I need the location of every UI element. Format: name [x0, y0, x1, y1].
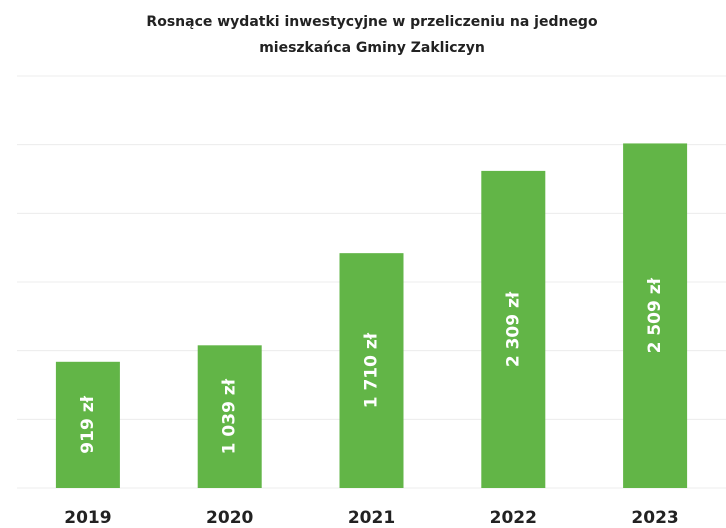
value-label: 2 309 zł: [503, 291, 523, 367]
value-label: 2 509 zł: [645, 277, 665, 353]
bar: [197, 345, 262, 488]
x-tick-label: 2021: [348, 508, 395, 528]
bar: [481, 170, 546, 488]
x-tick-label: 2019: [64, 508, 111, 528]
x-tick-label: 2023: [631, 508, 678, 528]
x-tick-label: 2022: [490, 508, 537, 528]
value-label: 1 710 zł: [362, 332, 382, 408]
chart-title: Rosnące wydatki inwestycyjne w przelicze…: [146, 14, 598, 56]
bar: [55, 361, 120, 488]
value-label: 1 039 zł: [220, 378, 240, 454]
value-label: 919 zł: [78, 395, 98, 453]
bar: [623, 143, 688, 488]
x-tick-label: 2020: [206, 508, 253, 528]
bar: [339, 253, 404, 488]
